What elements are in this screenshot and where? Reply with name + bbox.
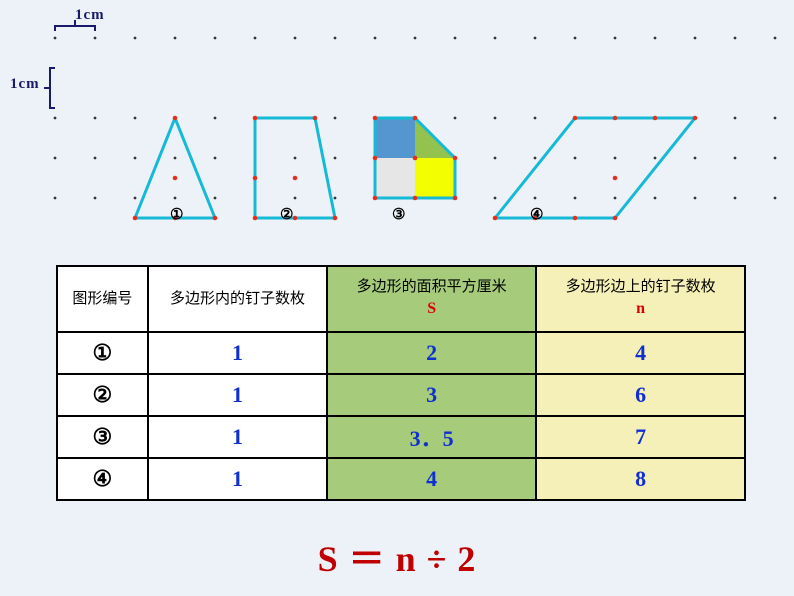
cell-edge: 7 [536,416,745,458]
cell-area: 3．5 [327,416,536,458]
shape-label-4: ④ [530,205,543,224]
formula-text: S ＝ n ÷ 2 [0,530,794,582]
cell-area: 2 [327,332,536,374]
header-shape-id: 图形编号 [57,266,148,332]
cell-edge: 4 [536,332,745,374]
cell-id: ① [57,332,148,374]
cell-inner: 1 [148,416,327,458]
cell-edge: 6 [536,374,745,416]
cell-id: ③ [57,416,148,458]
shape-label-2: ② [280,205,293,224]
table-row: ④ 1 4 8 [57,458,745,500]
header-area: 多边形的面积平方厘米S [327,266,536,332]
data-table: 图形编号 多边形内的钉子数枚 多边形的面积平方厘米S 多边形边上的钉子数枚n ①… [56,265,746,501]
table-header-row: 图形编号 多边形内的钉子数枚 多边形的面积平方厘米S 多边形边上的钉子数枚n [57,266,745,332]
cell-id: ④ [57,458,148,500]
cell-area: 4 [327,458,536,500]
table-row: ① 1 2 4 [57,332,745,374]
header-edge-pins: 多边形边上的钉子数枚n [536,266,745,332]
scale-label-left: 1cm [10,76,40,93]
cell-area: 3 [327,374,536,416]
cell-inner: 1 [148,332,327,374]
shape-label-1: ① [170,205,183,224]
shape-label-3: ③ [392,205,405,224]
cell-edge: 8 [536,458,745,500]
table-row: ③ 1 3．5 7 [57,416,745,458]
scale-label-top: 1cm [75,7,105,24]
cell-inner: 1 [148,374,327,416]
table-row: ② 1 3 6 [57,374,745,416]
cell-id: ② [57,374,148,416]
header-inner-pins: 多边形内的钉子数枚 [148,266,327,332]
cell-inner: 1 [148,458,327,500]
